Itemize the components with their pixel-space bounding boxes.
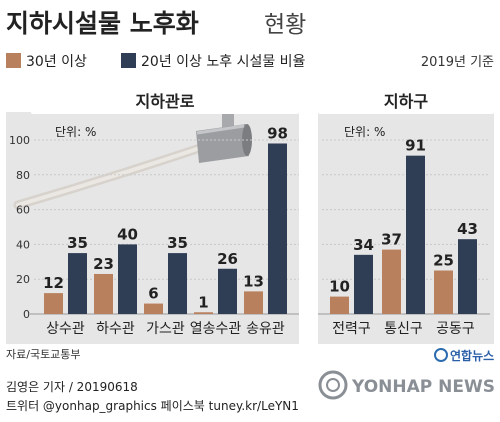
category-label: 가스관 — [146, 321, 185, 337]
data-label: 10 — [329, 278, 350, 296]
page-title-suffix: 현황 — [264, 12, 306, 38]
page-title: 지하시설물 노후화 — [6, 9, 199, 38]
bar-over20-tunnel-0 — [354, 254, 373, 314]
y-tick-label: 100 — [9, 134, 30, 147]
data-label: 26 — [217, 250, 238, 268]
yonhap-logo: 연합뉴스 YONHAP NEWS — [318, 348, 495, 400]
panel-title-utility-tunnel: 지하구 — [384, 92, 428, 111]
legend-label-over30: 30년 이상 — [26, 54, 87, 70]
legend-swatch-over30 — [6, 53, 21, 68]
bar-over20-tunnel-2 — [458, 239, 477, 314]
data-label: 12 — [43, 274, 64, 292]
credit-text: 김영은 기자 / 20190618 — [6, 380, 138, 394]
data-label: 6 — [148, 285, 158, 303]
panel-title-bar-utility-tunnel — [318, 88, 494, 114]
bar-over30-conduit-2 — [144, 303, 163, 314]
unit-label-right: 단위: % — [344, 125, 385, 139]
bar-over30-tunnel-0 — [330, 296, 349, 314]
bar-over20-tunnel-1 — [406, 155, 425, 314]
y-tick-label: 60 — [16, 204, 30, 217]
base-year-label: 2019년 기준 — [421, 55, 494, 70]
bar-over30-conduit-0 — [44, 293, 63, 314]
unit-label-left: 단위: % — [55, 125, 96, 139]
data-label: 34 — [353, 236, 374, 254]
bar-over30-conduit-4 — [244, 291, 263, 314]
data-label: 13 — [243, 272, 264, 290]
y-tick-label: 0 — [23, 308, 30, 321]
legend-swatch-over20 — [121, 53, 136, 68]
data-label: 25 — [433, 252, 454, 270]
data-label: 35 — [67, 234, 88, 252]
yonhap-en-text: YONHAP NEWS — [351, 377, 495, 397]
data-label: 91 — [405, 137, 426, 155]
category-label: 상수관 — [46, 321, 85, 337]
bar-over30-conduit-3 — [194, 312, 213, 314]
data-label: 40 — [117, 225, 138, 243]
category-label: 전력구 — [332, 321, 371, 337]
data-label: 1 — [198, 293, 208, 311]
legend-label-over20: 20년 이상 노후 시설물 비율 — [141, 54, 306, 70]
yonhap-ko-text: 연합뉴스 — [450, 348, 494, 363]
source-text: 자료/국토교통부 — [6, 348, 81, 361]
category-label: 통신구 — [384, 321, 423, 337]
data-label: 23 — [93, 255, 114, 273]
bar-over20-conduit-0 — [68, 253, 87, 314]
y-axis-ticks: 0 20 40 60 80 100 — [9, 134, 30, 321]
yonhap-ko-logo-icon — [434, 348, 448, 362]
bar-over20-conduit-2 — [168, 253, 187, 314]
data-label: 43 — [457, 220, 478, 238]
category-label: 공동구 — [436, 321, 475, 337]
bar-over20-conduit-4 — [268, 143, 287, 314]
y-tick-label: 40 — [16, 238, 30, 251]
category-label: 하수관 — [96, 321, 135, 337]
data-label: 98 — [267, 124, 288, 142]
bar-over30-tunnel-2 — [434, 270, 453, 314]
y-tick-label: 20 — [16, 273, 30, 286]
category-label: 송유관 — [246, 321, 285, 337]
panel-title-underground-conduit: 지하관로 — [136, 92, 195, 111]
bar-over30-tunnel-1 — [382, 249, 401, 314]
y-tick-label: 80 — [16, 169, 30, 182]
bar-over20-conduit-3 — [218, 268, 237, 314]
bar-layer — [44, 143, 477, 314]
data-label: 35 — [167, 234, 188, 252]
yonhap-globe-icon — [318, 370, 348, 400]
data-label: 37 — [381, 231, 402, 249]
bar-over20-conduit-1 — [118, 244, 137, 314]
category-labels: 상수관 하수관 가스관 열송수관 송유관 전력구 통신구 공동구 — [46, 321, 475, 337]
panel-title-bar-underground-conduit — [31, 88, 299, 114]
bar-over30-conduit-1 — [94, 273, 113, 314]
category-label: 열송수관 — [190, 321, 242, 337]
social-text: 트위터 @yonhap_graphics 페이스북 tuney.kr/LeYN1 — [6, 399, 299, 413]
